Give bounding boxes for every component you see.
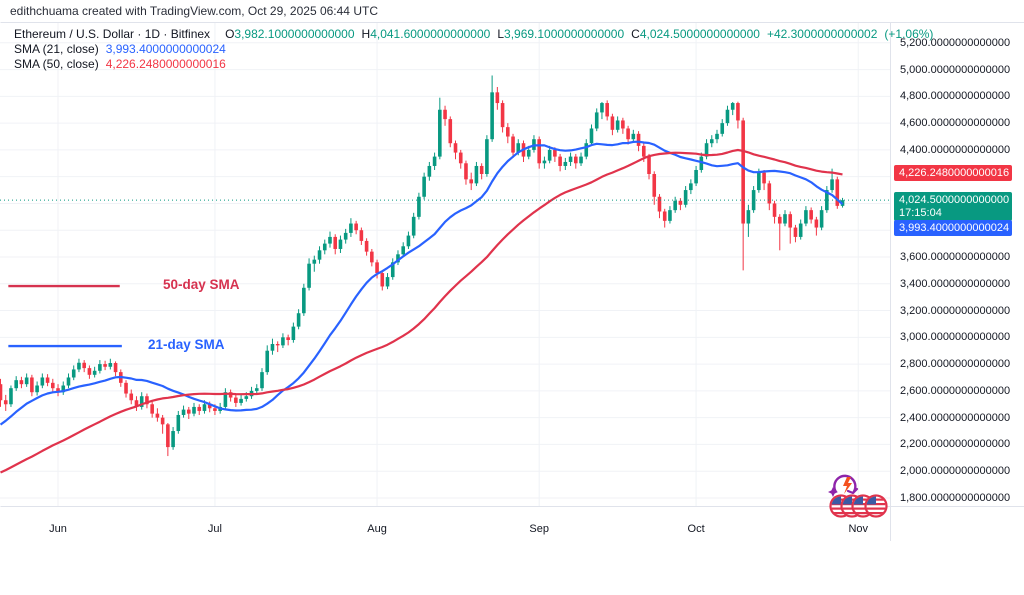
open-label: O <box>225 27 235 41</box>
low-label: L <box>497 27 505 41</box>
price-tick-label: 5,000.0000000000000 <box>900 63 1011 76</box>
sma50-indicator-label: SMA (50, close) <box>14 57 99 71</box>
attribution-text: edithchuama created with TradingView.com… <box>10 4 378 18</box>
sma21-indicator-value: 3,993.4000000000024 <box>105 42 226 56</box>
change-value: +42.3000000000002 <box>766 27 878 41</box>
sma50-price-badge: 4,226.2480000000016 <box>894 165 1012 181</box>
price-tick-label: 2,200.0000000000000 <box>900 438 1011 451</box>
price-tick-label: 2,800.0000000000000 <box>900 358 1011 371</box>
event-stamps[interactable] <box>828 474 888 518</box>
price-tick-label: 5,200.0000000000000 <box>900 36 1011 49</box>
footer: TradingView <box>0 541 1024 595</box>
price-tick-label: 2,000.0000000000000 <box>900 465 1011 478</box>
legend-sma21-row: SMA (21, close) 3,993.4000000000024 <box>14 42 933 57</box>
price-tick-label: 2,600.0000000000000 <box>900 384 1011 397</box>
legend-symbol-row: Ethereum / U.S. Dollar · 1D · Bitfinex O… <box>14 27 933 42</box>
high-label: H <box>361 27 371 41</box>
price-tick-label: 3,600.0000000000000 <box>900 251 1011 263</box>
sma21-price-badge: 3,993.4000000000024 <box>894 220 1012 236</box>
close-label: C <box>631 27 640 41</box>
symbol-title: Ethereum / U.S. Dollar · 1D · Bitfinex <box>14 27 211 41</box>
sma50-indicator-value: 4,226.2480000000016 <box>105 57 226 71</box>
month-tick-label: Jul <box>207 523 222 535</box>
price-tick-label: 3,200.0000000000000 <box>900 304 1011 317</box>
legend-sma50-row: SMA (50, close) 4,226.2480000000016 <box>14 57 933 72</box>
low-value: 3,969.1000000000000 <box>504 27 625 41</box>
price-tick-label: 1,800.0000000000000 <box>900 491 1011 504</box>
open-value: 3,982.1000000000000 <box>234 27 355 41</box>
month-tick-label: Sep <box>529 523 549 535</box>
chart-legend: Ethereum / U.S. Dollar · 1D · Bitfinex O… <box>14 27 933 72</box>
month-tick-label: Oct <box>687 523 705 535</box>
bar-countdown: 17:15:04 <box>899 206 942 219</box>
price-tick-label: 4,600.0000000000000 <box>900 117 1011 130</box>
price-tick-label: 4,400.0000000000000 <box>900 143 1011 156</box>
month-tick-label: Nov <box>848 523 868 535</box>
last-price-badge: 4,024.5000000000000 17:15:04 <box>894 192 1012 221</box>
price-tick-label: 3,000.0000000000000 <box>900 331 1011 344</box>
month-tick-label: Jun <box>49 523 67 535</box>
month-tick-label: Aug <box>367 523 387 535</box>
sma50-annotation-label[interactable]: 50-day SMA <box>163 277 240 293</box>
change-percent: (+1.06%) <box>884 27 934 41</box>
price-tick-label: 2,400.0000000000000 <box>900 411 1011 424</box>
sma21-annotation-label[interactable]: 21-day SMA <box>148 337 225 353</box>
sma21-indicator-label: SMA (21, close) <box>14 42 99 56</box>
us-flag-coin-icon <box>864 494 888 518</box>
close-value: 4,024.5000000000000 <box>639 27 760 41</box>
high-value: 4,041.6000000000000 <box>370 27 491 41</box>
lightning-refresh-icon <box>828 474 859 497</box>
price-tick-label: 4,800.0000000000000 <box>900 90 1011 103</box>
price-tick-label: 3,400.0000000000000 <box>900 277 1011 290</box>
